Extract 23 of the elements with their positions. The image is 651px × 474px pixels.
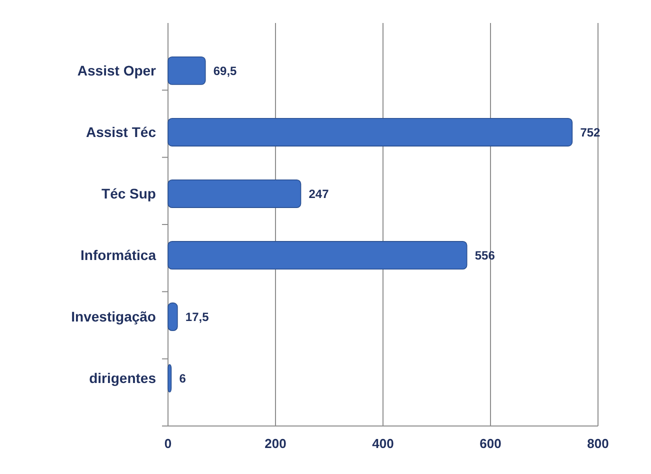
x-tick-label: 400 xyxy=(372,436,394,451)
y-tick-label: Assist Téc xyxy=(86,124,156,140)
x-tick-label: 600 xyxy=(480,436,502,451)
data-label: 556 xyxy=(474,248,496,262)
bar xyxy=(168,56,206,85)
y-tick-label: Téc Sup xyxy=(102,186,156,202)
data-label: 69,5 xyxy=(213,64,238,78)
data-label: 6 xyxy=(179,372,186,386)
y-tick-label: Informática xyxy=(80,247,156,264)
data-label: 17,5 xyxy=(185,310,210,324)
bar xyxy=(168,302,178,332)
y-tick-label: Investigação xyxy=(71,308,156,325)
bar xyxy=(168,364,172,393)
bar xyxy=(168,241,468,270)
x-tick-label: 800 xyxy=(587,436,609,451)
data-label: 247 xyxy=(308,186,330,201)
x-tick-label: 200 xyxy=(264,436,286,451)
x-tick-label: 0 xyxy=(164,436,172,451)
y-tick-label: Assist Oper xyxy=(77,62,157,79)
bar xyxy=(168,179,302,208)
y-tick-label: dirigentes xyxy=(89,370,156,386)
data-label: 752 xyxy=(580,125,601,140)
bar xyxy=(168,118,573,146)
